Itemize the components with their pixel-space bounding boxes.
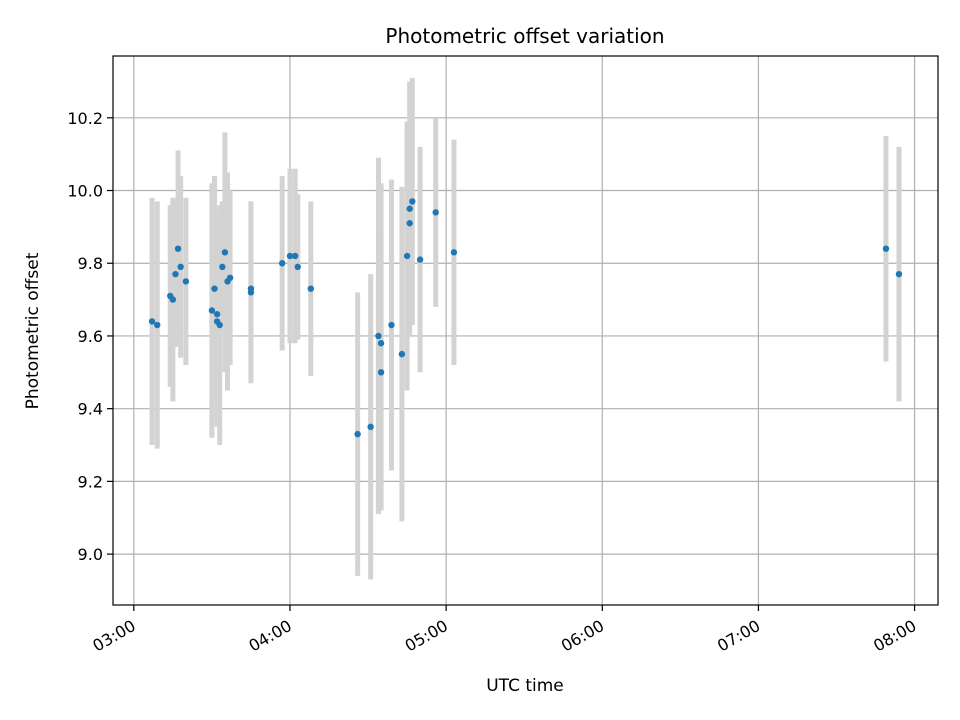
data-point bbox=[895, 270, 903, 278]
x-axis-label: UTC time bbox=[486, 676, 564, 696]
data-point bbox=[409, 198, 416, 205]
data-point bbox=[388, 321, 395, 329]
data-point bbox=[406, 205, 413, 212]
data-point bbox=[377, 369, 385, 376]
data-point bbox=[208, 307, 216, 314]
y-tick-label: 10.2 bbox=[67, 109, 103, 128]
data-point bbox=[398, 350, 406, 358]
data-point bbox=[213, 310, 221, 318]
y-tick-label: 9.4 bbox=[78, 400, 103, 419]
data-point bbox=[226, 274, 234, 281]
y-axis: 9.0 9.2 9.4 9.6 9.8 10.0 10.2 bbox=[67, 109, 113, 564]
data-point bbox=[416, 256, 424, 263]
y-tick-label: 9.2 bbox=[78, 472, 103, 491]
data-point bbox=[286, 252, 294, 260]
data-point bbox=[278, 260, 286, 267]
y-axis-label: Photometric offset bbox=[23, 252, 43, 409]
data-point bbox=[247, 289, 255, 296]
data-point bbox=[174, 245, 182, 252]
data-point bbox=[177, 263, 184, 271]
data-point bbox=[148, 318, 156, 325]
data-point bbox=[219, 263, 226, 271]
data-point bbox=[354, 430, 361, 438]
data-point bbox=[403, 252, 411, 260]
data-point bbox=[367, 423, 374, 431]
data-point bbox=[375, 332, 382, 340]
data-point bbox=[211, 285, 218, 292]
data-point bbox=[432, 209, 439, 216]
data-point bbox=[882, 245, 890, 252]
data-point bbox=[406, 220, 413, 227]
data-point bbox=[450, 249, 458, 256]
plot-frame bbox=[112, 55, 939, 606]
data-point bbox=[221, 249, 229, 256]
data-point bbox=[182, 278, 190, 285]
data-point bbox=[154, 321, 161, 329]
chart-title: Photometric offset variation bbox=[385, 24, 664, 48]
data-point bbox=[294, 263, 301, 271]
y-tick-label: 9.6 bbox=[78, 327, 103, 346]
data-points bbox=[148, 198, 903, 438]
data-point bbox=[216, 321, 223, 329]
data-point bbox=[377, 340, 385, 347]
data-point bbox=[291, 252, 299, 260]
y-tick-label: 9.0 bbox=[78, 545, 103, 564]
data-point bbox=[307, 285, 314, 292]
data-point bbox=[172, 270, 179, 278]
y-tick-label: 9.8 bbox=[78, 254, 103, 273]
y-tick-label: 10.0 bbox=[67, 182, 103, 201]
data-point bbox=[169, 296, 177, 303]
